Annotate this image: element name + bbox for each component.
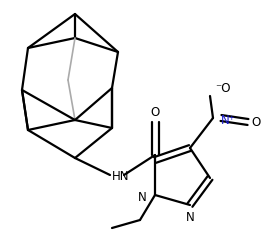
Text: O: O [251, 115, 261, 128]
Text: ⁻O: ⁻O [215, 82, 230, 95]
Text: HN: HN [112, 170, 130, 183]
Text: O: O [150, 106, 160, 119]
Text: N⁺: N⁺ [221, 113, 236, 126]
Text: N: N [138, 191, 147, 204]
Text: N: N [186, 210, 194, 223]
